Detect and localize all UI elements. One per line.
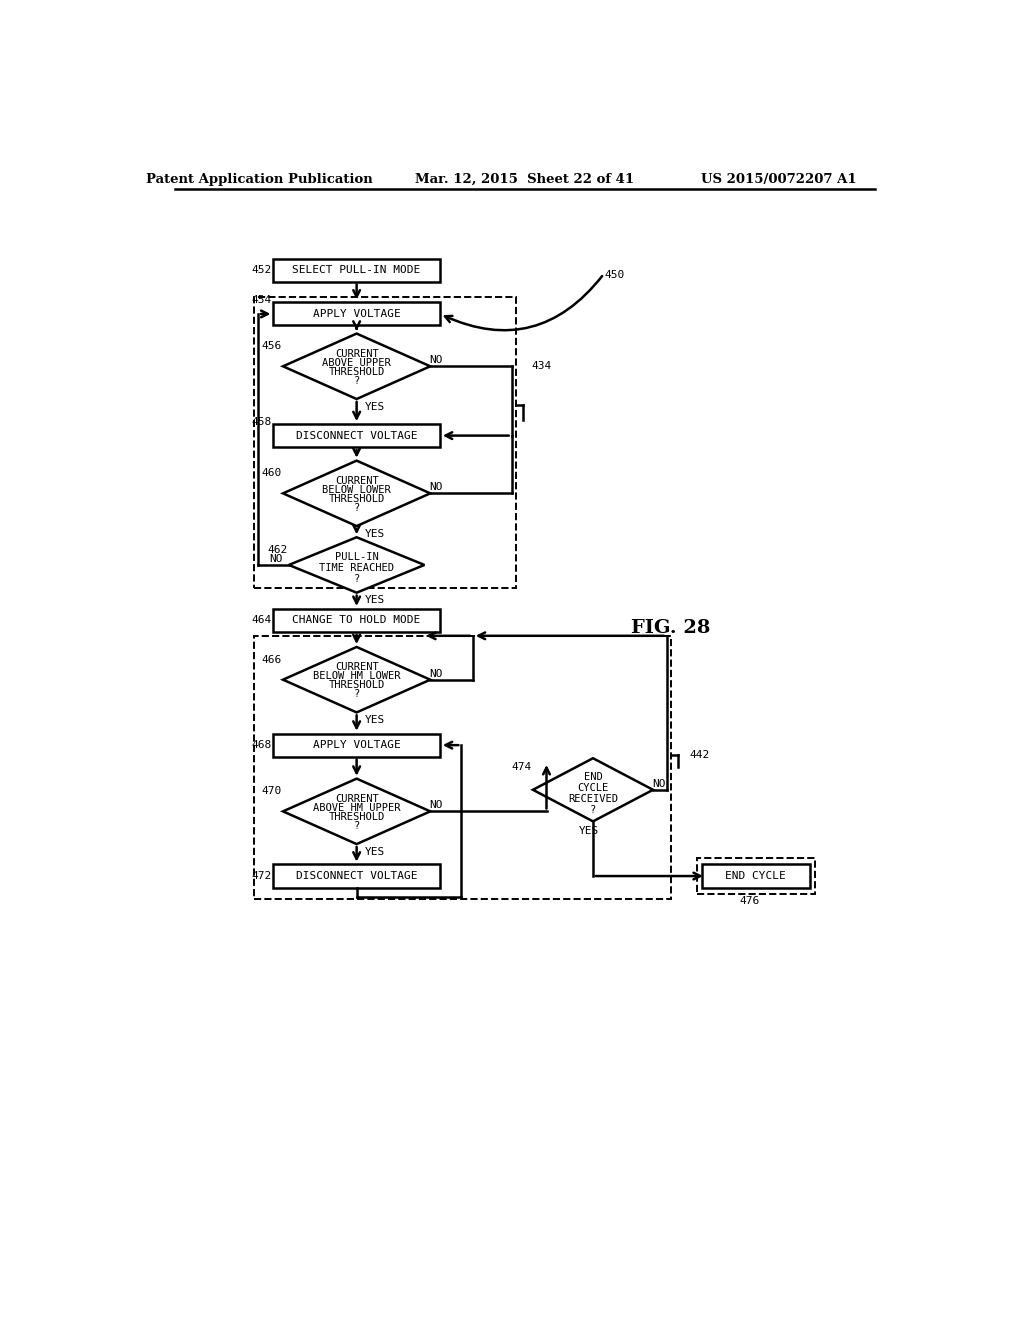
Bar (273, 302, 440, 326)
Text: ?: ? (353, 376, 359, 385)
Text: NO: NO (430, 800, 443, 810)
Text: 454: 454 (252, 296, 271, 305)
Text: YES: YES (365, 595, 385, 606)
Text: NO: NO (430, 482, 443, 492)
Text: Patent Application Publication: Patent Application Publication (146, 173, 373, 186)
Text: 474: 474 (511, 762, 531, 772)
Text: 452: 452 (252, 265, 271, 275)
Text: BELOW HM LOWER: BELOW HM LOWER (313, 672, 400, 681)
Bar (273, 609, 440, 632)
Text: YES: YES (365, 847, 385, 857)
Text: 442: 442 (689, 750, 710, 760)
Bar (254, 297, 515, 589)
Bar (273, 424, 440, 447)
Text: 434: 434 (531, 362, 551, 371)
Text: 458: 458 (252, 417, 271, 426)
Text: NO: NO (652, 779, 666, 788)
Polygon shape (532, 758, 653, 821)
Text: THRESHOLD: THRESHOLD (329, 494, 385, 504)
Text: END: END (584, 772, 602, 783)
Text: YES: YES (365, 529, 385, 539)
Text: CYCLE: CYCLE (578, 783, 608, 793)
Text: CURRENT: CURRENT (335, 663, 379, 672)
Text: 450: 450 (604, 271, 625, 280)
Text: THRESHOLD: THRESHOLD (329, 812, 385, 822)
Text: SELECT PULL-IN MODE: SELECT PULL-IN MODE (293, 265, 421, 275)
Text: FIG. 28: FIG. 28 (631, 619, 711, 638)
Bar (697, 858, 815, 894)
Text: RECEIVED: RECEIVED (568, 795, 618, 804)
Text: ?: ? (353, 503, 359, 512)
Text: CHANGE TO HOLD MODE: CHANGE TO HOLD MODE (293, 615, 421, 626)
Text: 468: 468 (252, 741, 271, 750)
Text: 460: 460 (261, 469, 282, 478)
Bar (254, 636, 671, 899)
Text: THRESHOLD: THRESHOLD (329, 680, 385, 690)
Text: BELOW LOWER: BELOW LOWER (323, 484, 391, 495)
Bar (273, 734, 440, 756)
Text: 470: 470 (261, 787, 282, 796)
Text: END CYCLE: END CYCLE (725, 871, 786, 880)
Text: 462: 462 (267, 545, 288, 554)
Text: NO: NO (269, 554, 283, 564)
Text: DISCONNECT VOLTAGE: DISCONNECT VOLTAGE (296, 430, 418, 441)
Polygon shape (289, 537, 424, 593)
Text: APPLY VOLTAGE: APPLY VOLTAGE (312, 309, 400, 319)
Text: Mar. 12, 2015  Sheet 22 of 41: Mar. 12, 2015 Sheet 22 of 41 (416, 173, 634, 186)
Text: ?: ? (353, 574, 359, 583)
Bar (701, 865, 810, 887)
Bar (273, 865, 440, 887)
Polygon shape (283, 461, 430, 527)
Text: 476: 476 (739, 896, 760, 907)
Polygon shape (283, 647, 430, 713)
Text: APPLY VOLTAGE: APPLY VOLTAGE (312, 741, 400, 750)
Text: PULL-IN: PULL-IN (335, 552, 379, 562)
Text: YES: YES (365, 401, 385, 412)
Text: NO: NO (430, 668, 443, 678)
Text: YES: YES (579, 825, 599, 836)
Text: CURRENT: CURRENT (335, 477, 379, 486)
Text: US 2015/0072207 A1: US 2015/0072207 A1 (701, 173, 857, 186)
Text: TIME REACHED: TIME REACHED (319, 564, 394, 573)
Polygon shape (283, 779, 430, 843)
Text: ?: ? (590, 805, 596, 814)
Text: ABOVE UPPER: ABOVE UPPER (323, 358, 391, 368)
Polygon shape (283, 334, 430, 399)
Text: NO: NO (430, 355, 443, 366)
Text: ABOVE HM UPPER: ABOVE HM UPPER (313, 803, 400, 813)
Text: 456: 456 (261, 342, 282, 351)
Text: THRESHOLD: THRESHOLD (329, 367, 385, 376)
Text: CURRENT: CURRENT (335, 795, 379, 804)
Text: DISCONNECT VOLTAGE: DISCONNECT VOLTAGE (296, 871, 418, 880)
Text: 472: 472 (252, 871, 271, 880)
Text: ?: ? (353, 689, 359, 700)
Text: 464: 464 (252, 615, 271, 626)
Bar (273, 259, 440, 281)
Text: YES: YES (365, 715, 385, 725)
Text: ?: ? (353, 821, 359, 830)
Text: 466: 466 (261, 655, 282, 665)
Text: CURRENT: CURRENT (335, 348, 379, 359)
